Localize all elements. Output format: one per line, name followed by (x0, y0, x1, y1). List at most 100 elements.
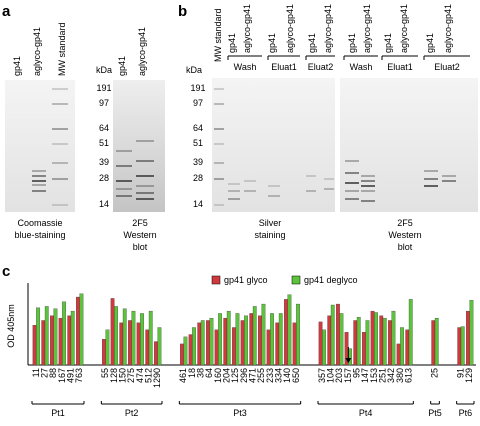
x-tick-label: 204 (222, 368, 232, 383)
lane-label: aglyco-gp41 (285, 4, 295, 53)
band (52, 103, 68, 105)
bar (330, 304, 335, 366)
marker-label: 191 (190, 83, 205, 93)
bar (261, 303, 266, 366)
marker-label: 97 (99, 98, 109, 108)
marker-label: 28 (193, 173, 203, 183)
bar (270, 313, 274, 366)
band (361, 185, 375, 187)
band (32, 190, 46, 192)
bar (128, 320, 132, 366)
bar (365, 320, 370, 366)
bar (206, 320, 210, 366)
x-tick-label: 474 (135, 368, 145, 383)
marker-label: 97 (193, 98, 203, 108)
legend-label: gp41 deglyco (304, 275, 358, 285)
caption: Coomassie (17, 218, 62, 228)
x-tick-label: 25 (430, 368, 440, 378)
bar (79, 293, 84, 366)
kda-label: kDa (96, 65, 112, 75)
bar (278, 313, 283, 366)
x-tick-label: 512 (144, 368, 154, 383)
kda-label: kDa (186, 65, 202, 75)
band (361, 175, 375, 177)
x-tick-label: 160 (213, 368, 223, 383)
band (116, 180, 132, 182)
x-tick-label: 18 (187, 368, 197, 378)
panel-letter: a (2, 3, 11, 20)
band (214, 162, 224, 164)
bar (119, 322, 124, 366)
bar (154, 341, 158, 366)
caption: Silver (259, 218, 282, 228)
y-axis-label: OD 405nm (6, 304, 16, 348)
band (345, 182, 359, 184)
band (424, 185, 438, 187)
bar (44, 306, 49, 366)
x-tick-label: 471 (248, 368, 258, 383)
lane-label: aglyco-gp41 (399, 4, 409, 53)
band (32, 170, 46, 172)
bar (145, 329, 150, 366)
x-tick-label: 153 (369, 368, 379, 383)
x-tick-label: 342 (386, 368, 396, 383)
bar (339, 313, 344, 366)
band (306, 190, 316, 192)
bar (258, 315, 262, 366)
x-tick-label: 357 (317, 368, 327, 383)
bar (275, 322, 280, 366)
bar (183, 336, 188, 366)
band (228, 198, 240, 200)
lane-label: gp41 (425, 33, 435, 53)
band (228, 183, 240, 185)
marker-label: 39 (193, 157, 203, 167)
bar (353, 320, 358, 366)
caption: staining (254, 230, 285, 240)
band (32, 175, 46, 177)
bar (434, 317, 439, 366)
bar (379, 315, 384, 366)
caption: Western (388, 230, 421, 240)
bar (318, 321, 323, 366)
bar (197, 322, 202, 366)
lane-label: MW standard (57, 22, 67, 76)
band (214, 88, 224, 90)
bar (67, 315, 72, 366)
x-tick-label: 251 (378, 368, 388, 383)
bar (457, 327, 462, 366)
marker-label: 191 (96, 83, 111, 93)
lane-label: gp41 (383, 33, 393, 53)
band (52, 178, 68, 180)
bar (41, 320, 46, 366)
x-tick-label: 613 (404, 368, 414, 383)
arrow (345, 358, 352, 363)
marker-label: 39 (99, 157, 109, 167)
band (324, 178, 334, 180)
x-tick-label: 140 (282, 368, 292, 383)
gel-silver (212, 78, 335, 212)
band (214, 128, 224, 130)
legend-label: gp41 glyco (224, 275, 268, 285)
band (306, 175, 316, 177)
lane-label: gp41 (307, 33, 317, 53)
bar (157, 327, 162, 366)
bar (200, 320, 205, 366)
bar (76, 296, 80, 366)
band (52, 162, 68, 164)
bracket-label: Eluat2 (434, 62, 460, 72)
group-label: Pt5 (428, 408, 442, 418)
bar (192, 327, 196, 366)
band (32, 184, 46, 186)
band (52, 128, 68, 130)
bar (408, 299, 413, 366)
band (116, 165, 132, 167)
band (345, 190, 359, 192)
band (136, 160, 154, 162)
band (424, 178, 438, 180)
band (244, 180, 256, 182)
bar (405, 329, 410, 366)
bar (431, 320, 436, 366)
x-tick-label: 11 (31, 368, 41, 377)
bar (356, 317, 361, 366)
